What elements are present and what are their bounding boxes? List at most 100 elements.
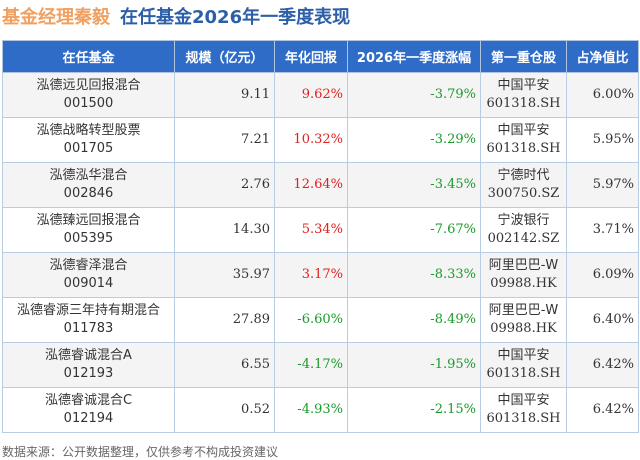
- fund-cell: 泓德睿诚混合C 012194: [2, 387, 175, 433]
- size-cell: 9.11: [174, 72, 275, 118]
- q1-change-cell: -8.49%: [347, 297, 481, 343]
- fund-cell: 泓德睿泽混合 009014: [2, 252, 175, 298]
- footer-note: 数据来源：公开数据整理，仅供参考不构成投资建议: [2, 445, 279, 459]
- fund-code: 012193: [63, 366, 114, 381]
- annual-return-cell: 12.64%: [274, 162, 348, 208]
- fund-cell: 泓德臻远回报混合 005395: [2, 207, 175, 253]
- table-row: 泓德泓华混合 002846 2.76 12.64% -3.45% 宁德时代 300750.S…: [2, 162, 639, 208]
- q1-change-cell: -8.33%: [347, 252, 481, 298]
- size-cell: 0.52: [174, 387, 275, 433]
- annual-return-cell: -4.93%: [274, 387, 348, 433]
- stock-name: 阿里巴巴-W: [488, 303, 559, 318]
- top-stock-cell: 宁波银行 002142.SZ: [480, 207, 567, 253]
- table-row: 泓德睿诚混合C 012194 0.52 -4.93% -2.15% 中国平安 601318.…: [2, 387, 639, 433]
- ratio-cell: 6.00%: [566, 72, 639, 118]
- ratio-cell: 6.42%: [566, 342, 639, 388]
- fund-code: 009014: [63, 276, 114, 291]
- table-row: 泓德远见回报混合 001500 9.11 9.62% -3.79% 中国平安 601318.…: [2, 72, 639, 118]
- top-stock-cell: 宁德时代 300750.SZ: [480, 162, 567, 208]
- size-cell: 6.55: [174, 342, 275, 388]
- table-row: 泓德战略转型股票 001705 7.21 10.32% -3.29% 中国平安 601318…: [2, 117, 639, 163]
- header-q1: 2026年一季度涨幅: [347, 40, 481, 73]
- fund-cell: 泓德远见回报混合 001500: [2, 72, 175, 118]
- fund-cell: 泓德战略转型股票 001705: [2, 117, 175, 163]
- table-row: 泓德睿诚混合A 012193 6.55 -4.17% -1.95% 中国平安 601318.…: [2, 342, 639, 388]
- stock-code: 601318.SH: [486, 96, 561, 111]
- header-fund: 在任基金: [2, 40, 175, 73]
- size-cell: 14.30: [174, 207, 275, 253]
- fund-code: 005395: [63, 231, 114, 246]
- annual-return-cell: 3.17%: [274, 252, 348, 298]
- stock-code: 601318.SH: [486, 411, 561, 426]
- top-stock-cell: 中国平安 601318.SH: [480, 117, 567, 163]
- stock-code: 601318.SH: [486, 366, 561, 381]
- stock-code: 09988.HK: [490, 321, 557, 336]
- ratio-cell: 6.40%: [566, 297, 639, 343]
- fund-code: 011783: [63, 321, 114, 336]
- stock-code: 300750.SZ: [487, 186, 560, 201]
- annual-return-cell: -4.17%: [274, 342, 348, 388]
- stock-name: 中国平安: [497, 393, 550, 408]
- top-stock-cell: 阿里巴巴-W 09988.HK: [480, 252, 567, 298]
- stock-name: 阿里巴巴-W: [488, 258, 559, 273]
- q1-change-cell: -3.79%: [347, 72, 481, 118]
- stock-name: 宁德时代: [497, 168, 550, 183]
- subtitle: 在任基金2026年一季度表现: [120, 7, 351, 28]
- annual-return-cell: 9.62%: [274, 72, 348, 118]
- ratio-cell: 6.09%: [566, 252, 639, 298]
- table-row: 泓德睿泽混合 009014 35.97 3.17% -8.33% 阿里巴巴-W 09988.…: [2, 252, 639, 298]
- fund-name: 泓德远见回报混合: [36, 78, 141, 93]
- q1-change-cell: -2.15%: [347, 387, 481, 433]
- header-stock: 第一重仓股: [480, 40, 567, 73]
- fund-name: 泓德睿源三年持有期混合: [16, 303, 160, 318]
- fund-name: 泓德泓华混合: [49, 168, 128, 183]
- top-stock-cell: 中国平安 601318.SH: [480, 387, 567, 433]
- page-title: 基金经理秦毅 在任基金2026年一季度表现: [2, 3, 350, 29]
- size-cell: 27.89: [174, 297, 275, 343]
- top-stock-cell: 阿里巴巴-W 09988.HK: [480, 297, 567, 343]
- ratio-cell: 3.71%: [566, 207, 639, 253]
- manager-title: 基金经理秦毅: [2, 7, 110, 28]
- q1-change-cell: -3.45%: [347, 162, 481, 208]
- fund-cell: 泓德睿源三年持有期混合 011783: [2, 297, 175, 343]
- fund-code: 001500: [63, 96, 114, 111]
- fund-code: 012194: [63, 411, 114, 426]
- table-header: 在任基金 规模（亿元） 年化回报 2026年一季度涨幅 第一重仓股 占净值比: [2, 40, 639, 73]
- stock-name: 中国平安: [497, 348, 550, 363]
- size-cell: 2.76: [174, 162, 275, 208]
- fund-code: 001705: [63, 141, 114, 156]
- fund-cell: 泓德泓华混合 002846: [2, 162, 175, 208]
- header-annual: 年化回报: [274, 40, 348, 73]
- annual-return-cell: -6.60%: [274, 297, 348, 343]
- ratio-cell: 5.97%: [566, 162, 639, 208]
- ratio-cell: 5.95%: [566, 117, 639, 163]
- fund-name: 泓德睿诚混合C: [44, 393, 133, 408]
- q1-change-cell: -1.95%: [347, 342, 481, 388]
- q1-change-cell: -7.67%: [347, 207, 481, 253]
- table-row: 泓德睿源三年持有期混合 011783 27.89 -6.60% -8.49% 阿里巴巴-W…: [2, 297, 639, 343]
- fund-name: 泓德睿泽混合: [49, 258, 128, 273]
- size-cell: 7.21: [174, 117, 275, 163]
- size-cell: 35.97: [174, 252, 275, 298]
- q1-change-cell: -3.29%: [347, 117, 481, 163]
- annual-return-cell: 10.32%: [274, 117, 348, 163]
- fund-name: 泓德睿诚混合A: [45, 348, 132, 363]
- stock-code: 002142.SZ: [487, 231, 560, 246]
- fund-name: 泓德战略转型股票: [36, 123, 141, 138]
- fund-code: 002846: [63, 186, 114, 201]
- fund-cell: 泓德睿诚混合A 012193: [2, 342, 175, 388]
- header-ratio: 占净值比: [566, 40, 639, 73]
- fund-name: 泓德臻远回报混合: [36, 213, 141, 228]
- ratio-cell: 6.42%: [566, 387, 639, 433]
- stock-name: 宁波银行: [497, 213, 550, 228]
- header-size: 规模（亿元）: [174, 40, 275, 73]
- stock-code: 601318.SH: [486, 141, 561, 156]
- fund-table: 在任基金 规模（亿元） 年化回报 2026年一季度涨幅 第一重仓股 占净值比 泓…: [2, 40, 639, 433]
- top-stock-cell: 中国平安 601318.SH: [480, 72, 567, 118]
- annual-return-cell: 5.34%: [274, 207, 348, 253]
- stock-name: 中国平安: [497, 78, 550, 93]
- stock-code: 09988.HK: [490, 276, 557, 291]
- table-row: 泓德臻远回报混合 005395 14.30 5.34% -7.67% 宁波银行 002142…: [2, 207, 639, 253]
- top-stock-cell: 中国平安 601318.SH: [480, 342, 567, 388]
- stock-name: 中国平安: [497, 123, 550, 138]
